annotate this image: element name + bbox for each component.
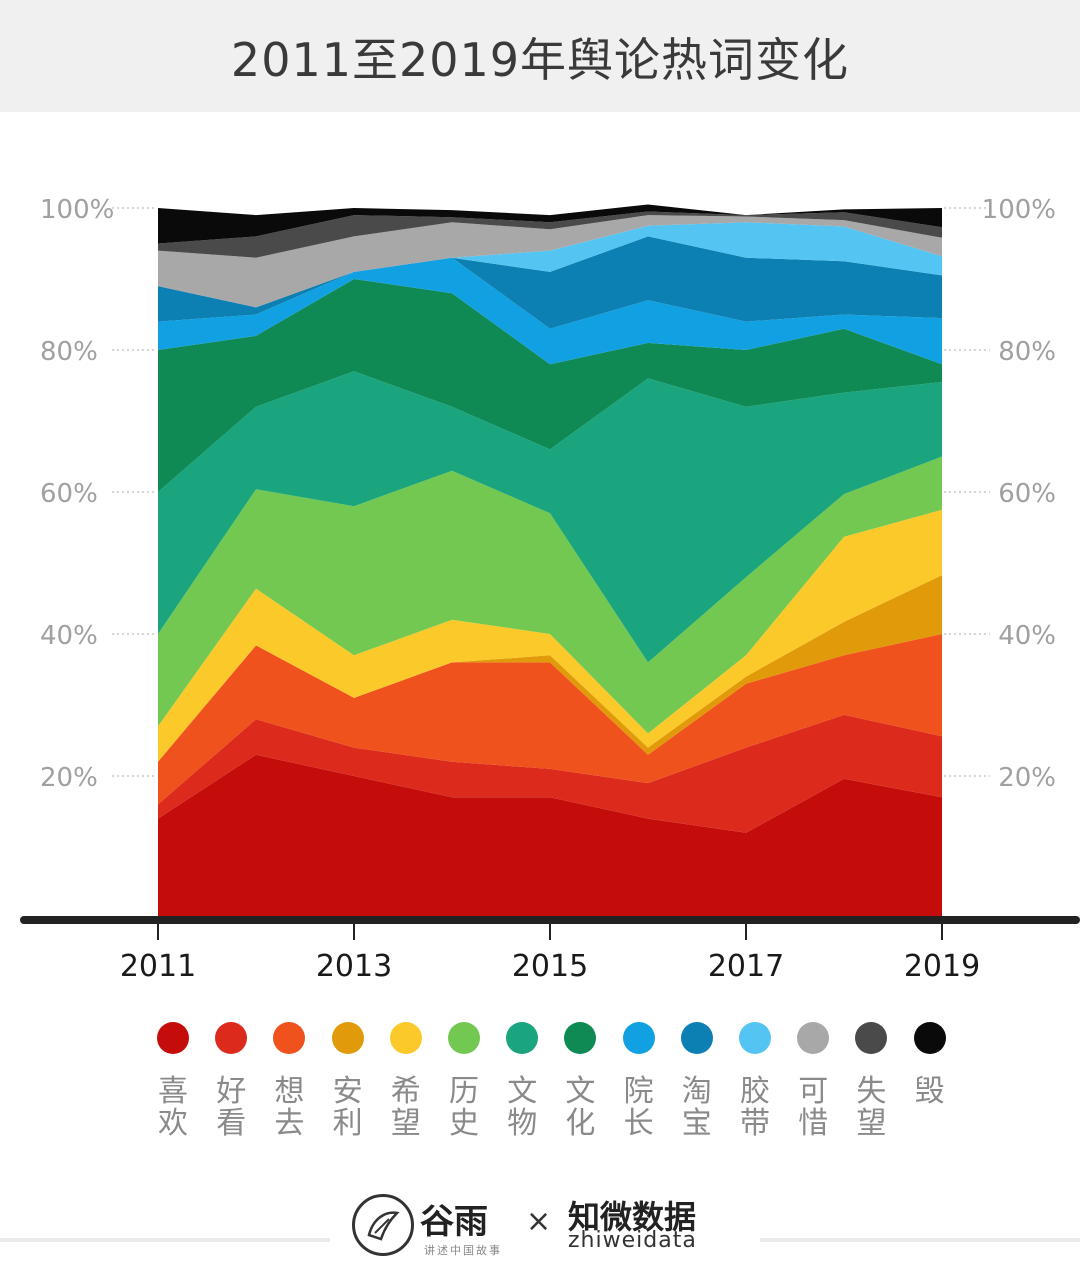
legend-label: 历史 (449, 1074, 479, 1141)
legend-label: 文物 (507, 1074, 538, 1141)
legend-label: 文化 (565, 1074, 596, 1141)
legend-swatch (564, 1022, 597, 1054)
area-series-想去 (158, 634, 942, 805)
legend-label: 淘宝 (681, 1074, 712, 1141)
footer: 谷雨 讲述中国故事 × 知微数据 zhiweidata (0, 1190, 1080, 1266)
guyu-brand-tagline: 讲述中国故事 (424, 1244, 502, 1257)
area-series-可惜 (158, 215, 942, 308)
area-series-希望 (158, 509, 942, 762)
stacked-area-chart: 20% 20% 40% 40% 60% 60% 80% 80% 100% 100% 2011 2013… (20, 195, 1080, 984)
guyu-brand-name: 谷雨 (420, 1202, 488, 1242)
legend-swatch (157, 1022, 189, 1054)
collaboration-x: × (526, 1204, 552, 1239)
x-tick-label: 2017 (708, 949, 784, 984)
area-series-失望 (158, 211, 942, 258)
area-series-好看 (158, 714, 942, 833)
y-tick-label-left: 60% (40, 479, 98, 509)
legend-swatch (389, 1022, 422, 1054)
area-series-毁 (158, 204, 942, 244)
title-banner: 2011至2019年舆论热词变化 (0, 0, 1080, 112)
area-series-胶带 (158, 222, 942, 308)
zhiwei-brand-latin: zhiweidata (568, 1228, 697, 1253)
area-series-院长 (158, 257, 942, 365)
legend-label: 可惜 (798, 1074, 829, 1141)
y-tick-label-right: 20% (998, 763, 1056, 793)
area-series-历史 (158, 456, 942, 734)
legend-swatch (739, 1022, 771, 1054)
legend-label: 好看 (216, 1074, 247, 1141)
area-series-文化 (158, 279, 942, 492)
area-series-喜欢 (158, 754, 942, 918)
chart-title: 2011至2019年舆论热词变化 (230, 33, 850, 87)
legend-label: 胶带 (740, 1074, 770, 1141)
x-tick-label: 2011 (120, 949, 196, 984)
y-tick-label-right: 80% (998, 337, 1056, 367)
area-series-安利 (158, 575, 942, 762)
zhiwei-brand-name: 知微数据 (568, 1198, 697, 1236)
legend-label: 失望 (856, 1074, 887, 1141)
legend-label: 安利 (332, 1074, 363, 1141)
y-tick-label-left: 40% (40, 621, 98, 651)
y-tick-label-left: 20% (40, 763, 98, 793)
x-tick-label: 2013 (316, 949, 392, 984)
x-tick-label: 2019 (904, 949, 980, 984)
y-tick-label-right: 60% (998, 479, 1056, 509)
area-series-淘宝 (158, 236, 942, 329)
legend-swatch (506, 1022, 539, 1054)
legend-swatch (273, 1022, 306, 1054)
area-series-文物 (158, 371, 942, 663)
legend-swatch (331, 1022, 364, 1054)
legend-swatch (797, 1022, 830, 1054)
legend-swatch (448, 1022, 480, 1054)
x-tick-label: 2015 (512, 949, 588, 984)
legend-label: 院长 (623, 1074, 654, 1141)
footer-divider-right (760, 1238, 1080, 1242)
legend-label: 希望 (390, 1074, 421, 1141)
y-tick-label-left: 100% (40, 195, 114, 225)
y-tick-label-left: 80% (40, 337, 98, 367)
y-tick-label-right: 100% (982, 195, 1056, 225)
legend-label: 想去 (274, 1074, 305, 1141)
legend-swatch (855, 1022, 888, 1054)
legend-label: 毁 (914, 1074, 945, 1109)
legend: 喜欢好看想去安利希望历史文物文化院长淘宝胶带可惜失望毁 (0, 1016, 1080, 1156)
legend-label: 喜欢 (158, 1074, 188, 1141)
legend-swatch (215, 1022, 248, 1054)
footer-divider-left (0, 1238, 330, 1242)
legend-swatch (680, 1022, 713, 1054)
guyu-logo-icon (352, 1194, 414, 1256)
legend-swatch (622, 1022, 655, 1054)
legend-swatch (913, 1022, 946, 1054)
y-tick-label-right: 40% (998, 621, 1056, 651)
